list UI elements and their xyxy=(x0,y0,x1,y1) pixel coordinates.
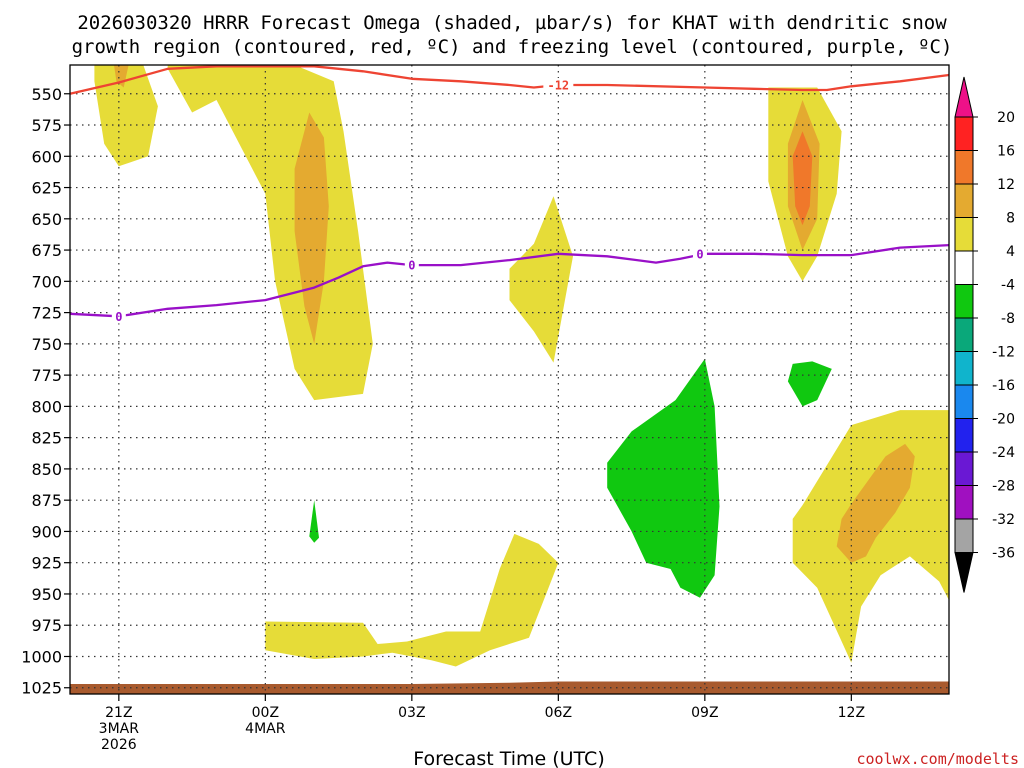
y-tick-label-675: 675 xyxy=(31,241,62,260)
omega-region-9 xyxy=(836,443,915,563)
freezing-contour-label: 0 xyxy=(408,259,415,273)
plot-frame xyxy=(69,64,950,695)
omega-colorbar: 20 16 12 8 4 -4 -8 -12 -16 -20 -24 -28 -32 -36 xyxy=(954,76,1015,593)
colorbar-label: -32 xyxy=(992,512,1015,528)
x-tick-label: 09Z xyxy=(691,705,718,721)
y-tick-label-850: 850 xyxy=(31,460,62,479)
colorbar-label: 8 xyxy=(1006,211,1015,227)
chart-title-line-2: growth region (contoured, red, ºC) and f… xyxy=(72,36,953,58)
freezing-contour-label-bg xyxy=(692,246,707,261)
colorbar-label: -8 xyxy=(1001,311,1015,327)
colorbar-label: -16 xyxy=(992,378,1015,394)
y-tick-label-975: 975 xyxy=(31,616,62,635)
y-tick-label-550: 550 xyxy=(31,85,62,104)
omega-shaded-regions xyxy=(70,65,949,694)
y-tick-label-1025: 1025 xyxy=(21,679,62,698)
colorbar-bottom-arrow xyxy=(954,552,974,593)
grid-lines xyxy=(70,65,949,694)
y-tick-label-725: 725 xyxy=(31,304,62,323)
y-tick-label-900: 900 xyxy=(31,522,62,541)
colorbar-segment-3 xyxy=(954,217,974,252)
colorbar-segment-6 xyxy=(954,317,974,352)
colorbar-segment-4 xyxy=(954,250,974,285)
y-tick-label-1000: 1000 xyxy=(21,647,62,666)
colorbar-segment-2 xyxy=(954,183,974,218)
colorbar-segment-12 xyxy=(954,518,974,553)
colorbar-label: -12 xyxy=(992,345,1015,361)
omega-region-0 xyxy=(94,65,158,167)
colorbar-label: -4 xyxy=(1001,278,1015,294)
x-tick-label: 4MAR xyxy=(245,721,286,737)
x-tick-label: 06Z xyxy=(545,705,572,721)
colorbar-label: -24 xyxy=(992,445,1015,461)
colorbar-label: 4 xyxy=(1006,244,1015,260)
y-tick-label-925: 925 xyxy=(31,554,62,573)
omega-region-7 xyxy=(792,131,813,226)
freezing-contour-label: 0 xyxy=(696,247,703,261)
colorbar-label: -28 xyxy=(992,479,1015,495)
colorbar-label: 12 xyxy=(997,177,1015,193)
pressure-axis: 550 575 600 625 650 675 700 725 750 775 800 825 850 8… xyxy=(21,85,70,698)
omega-region-2 xyxy=(167,65,373,401)
colorbar-label: -20 xyxy=(992,412,1015,428)
colorbar-segment-0 xyxy=(954,116,974,151)
colorbar-segment-7 xyxy=(954,351,974,386)
dendritic-contour-line xyxy=(69,65,950,95)
colorbar-label: -36 xyxy=(992,546,1015,562)
colorbar-label: 16 xyxy=(997,144,1015,160)
surface-ground-strip xyxy=(70,681,949,694)
y-tick-label-650: 650 xyxy=(31,210,62,229)
x-tick-label: 12Z xyxy=(838,705,865,721)
y-tick-label-750: 750 xyxy=(31,335,62,354)
x-tick-label: 00Z xyxy=(252,705,279,721)
omega-region-4 xyxy=(509,196,573,363)
source-credit[interactable]: coolwx.com/modelts xyxy=(856,750,1019,768)
temperature-contours: -12 0 0 0 xyxy=(69,65,950,324)
y-tick-label-875: 875 xyxy=(31,491,62,510)
y-tick-label-700: 700 xyxy=(31,272,62,291)
colorbar-label: 20 xyxy=(997,110,1015,126)
colorbar-segment-11 xyxy=(954,485,974,520)
colorbar-segment-9 xyxy=(954,418,974,453)
y-tick-label-625: 625 xyxy=(31,179,62,198)
omega-region-13 xyxy=(309,500,319,543)
y-tick-label-950: 950 xyxy=(31,585,62,604)
colorbar-segment-1 xyxy=(954,150,974,185)
y-tick-label-800: 800 xyxy=(31,397,62,416)
x-tick-label: 3MAR xyxy=(99,721,140,737)
colorbar-segment-8 xyxy=(954,384,974,419)
x-axis-title: Forecast Time (UTC) xyxy=(413,748,604,768)
freezing-contour-label-bg xyxy=(111,309,126,324)
omega-region-11 xyxy=(607,358,720,598)
x-tick-label: 03Z xyxy=(398,705,425,721)
dendritic-contour-label-bg xyxy=(543,78,574,93)
y-tick-label-825: 825 xyxy=(31,429,62,448)
freezing-contour-label: 0 xyxy=(115,310,122,324)
x-tick-label: 21Z xyxy=(105,705,132,721)
colorbar-segment-5 xyxy=(954,284,974,319)
colorbar-top-arrow xyxy=(954,76,974,118)
colorbar-segment-10 xyxy=(954,451,974,486)
dendritic-contour-label: -12 xyxy=(547,79,569,93)
freezing-contour-label-bg xyxy=(404,258,419,273)
x-tick-label: 2026 xyxy=(101,737,137,753)
y-tick-label-600: 600 xyxy=(31,147,62,166)
y-tick-label-775: 775 xyxy=(31,366,62,385)
chart-title-line-1: 2026030320 HRRR Forecast Omega (shaded, … xyxy=(77,12,947,34)
y-tick-label-575: 575 xyxy=(31,116,62,135)
omega-region-10 xyxy=(265,533,559,667)
freezing-contour-line xyxy=(69,243,950,318)
omega-region-12 xyxy=(787,361,832,407)
